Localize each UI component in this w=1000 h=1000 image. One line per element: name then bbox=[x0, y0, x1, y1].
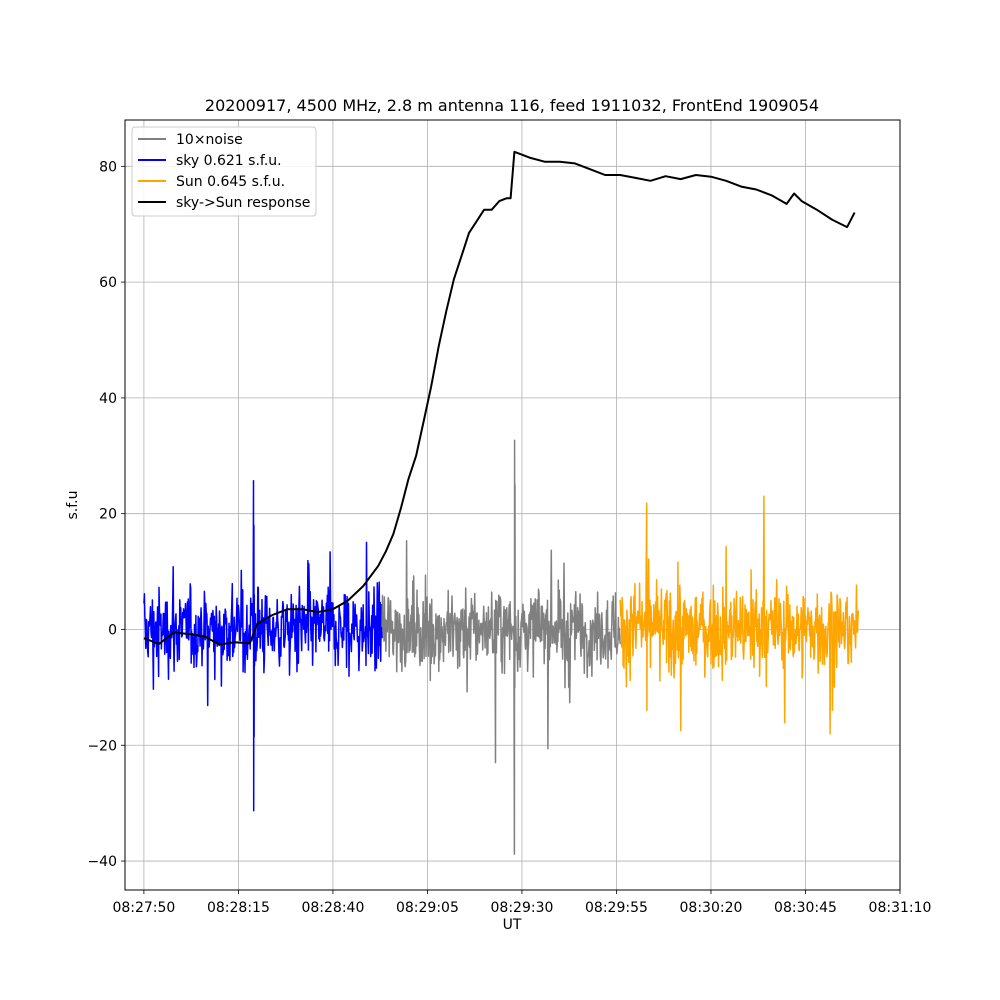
y-axis-label: s.f.u bbox=[65, 491, 81, 520]
legend-entry: 10×noise bbox=[176, 132, 243, 148]
legend: 10×noise sky 0.621 s.f.u. Sun 0.645 s.f.u.… bbox=[131, 126, 317, 217]
series-line bbox=[619, 495, 860, 735]
legend-entry: sky->Sun response bbox=[176, 195, 310, 211]
series-line bbox=[143, 150, 856, 646]
legend-entry: sky 0.621 s.f.u. bbox=[176, 153, 282, 169]
legend-entry: Sun 0.645 s.f.u. bbox=[176, 174, 285, 190]
series-line bbox=[381, 439, 621, 855]
x-tick-label: 08:28:15 bbox=[207, 900, 270, 916]
y-tick-label: 60 bbox=[99, 275, 117, 291]
grid bbox=[125, 120, 901, 890]
y-tick-label: 80 bbox=[99, 159, 117, 175]
y-tick-label: 0 bbox=[108, 622, 117, 638]
chart-title: 20200917, 4500 MHz, 2.8 m antenna 116, f… bbox=[205, 96, 819, 115]
x-tick-label: 08:30:45 bbox=[774, 900, 837, 916]
x-tick-label: 08:27:50 bbox=[112, 900, 175, 916]
legend-box bbox=[131, 126, 317, 217]
y-tick-label: 20 bbox=[99, 507, 117, 523]
y-tick-label: 40 bbox=[99, 391, 117, 407]
x-tick-label: 08:31:10 bbox=[869, 900, 932, 916]
x-axis-label: UT bbox=[503, 917, 522, 933]
series-line bbox=[143, 479, 383, 812]
x-tick-label: 08:28:40 bbox=[301, 900, 364, 916]
x-tick-label: 08:29:55 bbox=[585, 900, 648, 916]
y-tick-label: −40 bbox=[87, 854, 117, 870]
x-tick-label: 08:30:20 bbox=[680, 900, 743, 916]
x-tick-label: 08:29:30 bbox=[491, 900, 554, 916]
plot-lines bbox=[143, 150, 860, 855]
x-tick-label: 08:29:05 bbox=[396, 900, 459, 916]
plot-frame bbox=[124, 119, 901, 891]
axis-ticks: 08:27:50 08:28:15 08:28:40 08:29:05 08:29:30… bbox=[87, 159, 931, 916]
y-tick-label: −20 bbox=[87, 738, 117, 754]
